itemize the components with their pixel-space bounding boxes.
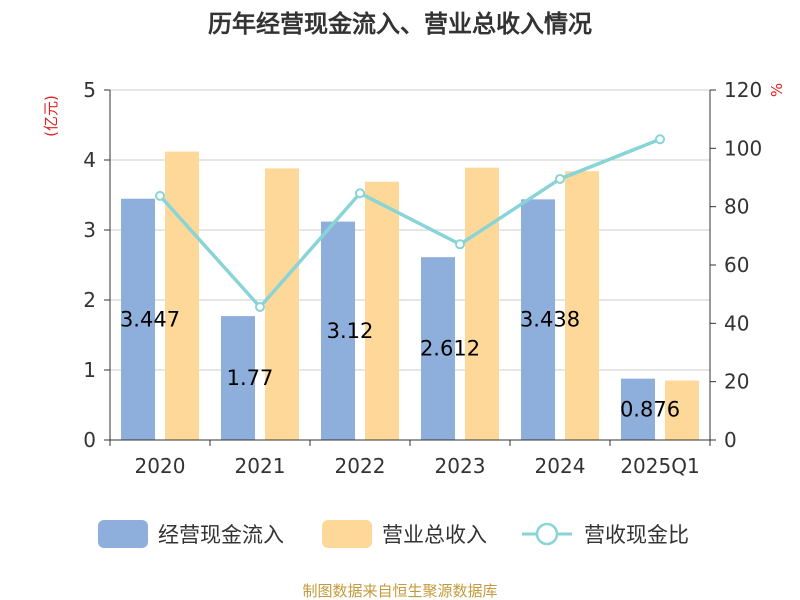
y-right-tick-label: 20 — [724, 370, 749, 394]
y-left-tick-label: 4 — [83, 148, 96, 172]
chart-title: 历年经营现金流入、营业总收入情况 — [208, 10, 592, 38]
bar-cash-inflow — [421, 257, 455, 440]
legend-marker — [535, 522, 559, 546]
bar-cash-inflow — [221, 316, 255, 440]
data-label: 3.438 — [520, 308, 580, 332]
data-label: 0.876 — [620, 397, 680, 421]
line-ratio — [158, 137, 661, 310]
y-right-tick-label: 0 — [724, 428, 737, 452]
line-point — [155, 190, 165, 201]
data-labels: 3.447 1.77 3.12 2.612 3.438 0.876 — [120, 307, 680, 421]
data-label: 1.77 — [227, 366, 274, 390]
y-right-tick-label: 100 — [724, 136, 762, 160]
x-tick-label: 2023 — [435, 454, 486, 478]
legend-swatch — [322, 520, 372, 548]
bar-revenue — [265, 168, 299, 440]
y-left-tick-label: 3 — [83, 218, 96, 242]
bars — [121, 151, 699, 440]
line-point — [455, 239, 465, 250]
line-point — [655, 134, 665, 145]
data-label: 2.612 — [420, 337, 480, 361]
data-label: 3.12 — [327, 319, 374, 343]
data-label: 3.447 — [120, 307, 180, 331]
bar-revenue — [365, 181, 399, 440]
legend-label: 经营现金流入 — [158, 523, 284, 547]
y-left-tick-label: 5 — [83, 78, 96, 102]
line-series — [155, 134, 665, 312]
y-right-tick-label: 60 — [724, 253, 749, 277]
legend-label: 营收现金比 — [584, 523, 689, 547]
bar-cash-inflow — [621, 378, 655, 440]
y-right-unit-label: % — [768, 83, 786, 97]
grid — [110, 89, 710, 371]
line-point — [555, 173, 565, 184]
legend-swatch — [98, 520, 148, 548]
bar-cash-inflow — [321, 221, 355, 440]
line-point — [355, 188, 365, 199]
bar-cash-inflow — [121, 198, 155, 440]
legend[interactable]: 经营现金流入 营业总收入 营收现金比 — [98, 520, 689, 548]
legend-label: 营业总收入 — [382, 523, 487, 547]
line-point — [255, 302, 265, 312]
x-tick-label: 2021 — [235, 454, 286, 478]
y-right-tick-label: 40 — [724, 311, 749, 335]
source-note: 制图数据来自恒生聚源数据库 — [302, 582, 497, 600]
y-left-unit-label: (亿元) — [42, 95, 60, 137]
bar-revenue — [565, 171, 599, 440]
bar-revenue — [165, 151, 199, 440]
y-right-tick-label: 80 — [724, 195, 749, 219]
bar-cash-inflow — [521, 199, 555, 440]
x-tick-label: 2024 — [535, 454, 586, 478]
x-tick-label: 2020 — [135, 454, 186, 478]
axes: 0 1 2 3 4 5 0 20 40 60 80 100 120 2020 2021 2022 2023 202… — [83, 78, 762, 478]
y-left-tick-label: 1 — [83, 358, 96, 382]
x-tick-label: 2022 — [335, 454, 386, 478]
y-right-tick-label: 120 — [724, 78, 762, 102]
bar-revenue — [665, 380, 699, 440]
y-left-tick-label: 0 — [83, 428, 96, 452]
y-left-tick-label: 2 — [83, 288, 96, 312]
bar-revenue — [465, 167, 499, 440]
x-tick-label: 2025Q1 — [620, 454, 699, 478]
